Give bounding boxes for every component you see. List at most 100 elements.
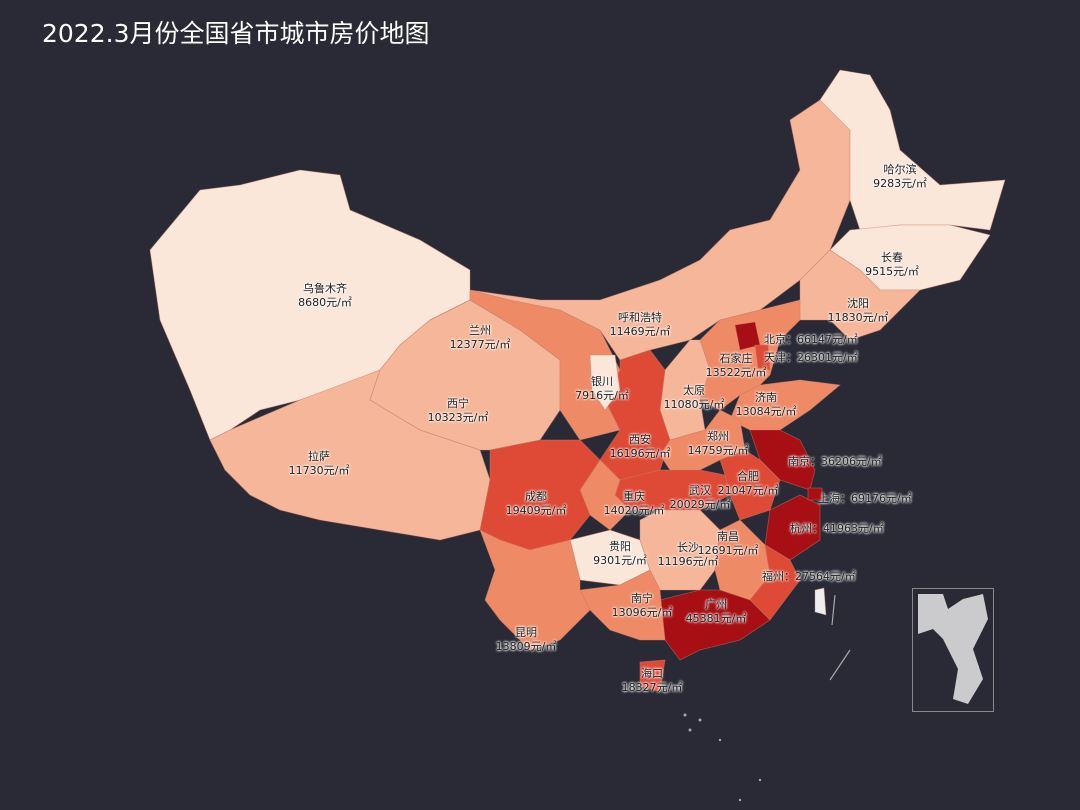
city-label: 济南 13084元/㎡ xyxy=(736,391,797,419)
city-price: 14020 xyxy=(603,504,639,517)
city-price: 20029 xyxy=(669,498,705,511)
city-label: 南宁 13096元/㎡ xyxy=(612,592,673,620)
city-price: 45381 xyxy=(685,612,721,625)
province-hunan[interactable] xyxy=(639,509,721,591)
city-name: 长春 xyxy=(881,251,903,264)
city-label: 哈尔滨 9283元/㎡ xyxy=(873,163,927,191)
city-label: 福州：27564元/㎡ xyxy=(762,570,856,583)
price-unit: 元/㎡ xyxy=(770,405,797,418)
price-unit: 元/㎡ xyxy=(323,464,350,477)
city-name: 兰州 xyxy=(469,324,491,337)
city-name: 哈尔滨 xyxy=(883,163,917,176)
city-label: 重庆 14020元/㎡ xyxy=(604,490,665,518)
city-price: 21047 xyxy=(717,484,753,497)
city-price: 12691 xyxy=(697,544,733,557)
city-price: 12377 xyxy=(449,338,485,351)
city-label: 武汉 20029元/㎡ xyxy=(670,484,731,512)
city-price: 14759 xyxy=(687,444,723,457)
price-unit: 元/㎡ xyxy=(704,498,731,511)
city-label: 乌鲁木齐 8680元/㎡ xyxy=(298,282,352,310)
city-name: 呼和浩特 xyxy=(618,311,662,324)
city-label: 杭州：41963元/㎡ xyxy=(790,522,884,535)
price-unit: 元/㎡ xyxy=(644,325,671,338)
city-name: 北京 xyxy=(764,333,786,346)
city-price: 8680 xyxy=(298,296,327,309)
city-price: 36206 xyxy=(821,455,856,468)
price-unit: 元/㎡ xyxy=(832,333,858,346)
city-price: 11830 xyxy=(827,311,863,324)
price-unit: 元/㎡ xyxy=(858,522,884,535)
city-name: 郑州 xyxy=(707,430,729,443)
city-name: 上海 xyxy=(818,492,840,505)
price-unit: 元/㎡ xyxy=(832,351,858,364)
city-name: 成都 xyxy=(525,490,547,503)
city-label: 广州 45381元/㎡ xyxy=(686,598,747,626)
province-tianjin[interactable] xyxy=(754,344,771,371)
province-yunnan[interactable] xyxy=(479,529,591,651)
price-unit: 元/㎡ xyxy=(646,606,673,619)
price-unit: 元/㎡ xyxy=(893,265,919,278)
city-name: 杭州 xyxy=(790,522,812,535)
city-name: 贵阳 xyxy=(609,540,631,553)
city-name: 西宁 xyxy=(447,397,469,410)
city-name: 西安 xyxy=(629,433,651,446)
price-unit: 元/㎡ xyxy=(644,447,671,460)
city-label: 北京：66147元/㎡ xyxy=(764,333,858,346)
province-taiwan[interactable] xyxy=(814,587,827,616)
city-label: 拉萨 11730元/㎡ xyxy=(289,450,350,478)
city-price: 16196 xyxy=(609,447,645,460)
city-name: 太原 xyxy=(683,384,705,397)
city-price: 13096 xyxy=(611,606,647,619)
price-unit: 元/㎡ xyxy=(484,338,511,351)
city-label: 南昌 12691元/㎡ xyxy=(698,530,759,558)
city-label: 太原 11080元/㎡ xyxy=(664,384,725,412)
city-label: 贵阳 9301元/㎡ xyxy=(593,540,647,568)
city-price: 13809 xyxy=(495,640,531,653)
price-unit: 元/㎡ xyxy=(752,484,779,497)
city-price: 11080 xyxy=(663,398,699,411)
price-unit: 元/㎡ xyxy=(720,612,747,625)
city-label: 南京：36206元/㎡ xyxy=(788,455,882,468)
city-price: 41963 xyxy=(823,522,858,535)
price-unit: 元/㎡ xyxy=(462,411,489,424)
city-name: 重庆 xyxy=(623,490,645,503)
city-price: 19409 xyxy=(505,504,541,517)
province-guangdong[interactable] xyxy=(659,589,771,661)
city-label: 沈阳 11830元/㎡ xyxy=(828,297,889,325)
province-heilongjiang[interactable] xyxy=(819,69,1006,231)
province-sichuan[interactable] xyxy=(479,439,601,551)
province-hainan[interactable] xyxy=(639,659,666,693)
city-price: 11196 xyxy=(657,555,693,568)
city-name: 银川 xyxy=(591,375,613,388)
city-price: 7916 xyxy=(575,389,604,402)
city-name: 乌鲁木齐 xyxy=(303,282,347,295)
city-name: 长沙 xyxy=(677,541,699,554)
city-name: 拉萨 xyxy=(308,450,330,463)
city-label: 长沙 11196元/㎡ xyxy=(658,541,719,569)
price-unit: 元/㎡ xyxy=(692,555,719,568)
city-label: 呼和浩特 11469元/㎡ xyxy=(610,311,671,339)
price-unit: 元/㎡ xyxy=(698,398,725,411)
price-unit: 元/㎡ xyxy=(732,544,759,557)
city-name: 昆明 xyxy=(515,626,537,639)
price-unit: 元/㎡ xyxy=(621,554,647,567)
price-unit: 元/㎡ xyxy=(856,455,882,468)
city-label: 郑州 14759元/㎡ xyxy=(688,430,749,458)
city-name: 武汉 xyxy=(689,484,711,497)
province-liaoning[interactable] xyxy=(799,249,921,341)
city-label: 海口 18327元/㎡ xyxy=(622,667,683,695)
city-label: 银川 7916元/㎡ xyxy=(575,375,629,403)
price-unit: 元/㎡ xyxy=(656,681,683,694)
province-guangxi[interactable] xyxy=(579,569,666,641)
city-label: 西宁 10323元/㎡ xyxy=(428,397,489,425)
city-name: 济南 xyxy=(755,391,777,404)
city-label: 石家庄 13522元/㎡ xyxy=(706,352,767,380)
city-name: 福州 xyxy=(762,570,784,583)
province-shanghai[interactable] xyxy=(807,487,823,501)
price-unit: 元/㎡ xyxy=(603,389,629,402)
province-ningxia[interactable] xyxy=(589,354,621,411)
city-name: 沈阳 xyxy=(847,297,869,310)
city-price: 11469 xyxy=(609,325,645,338)
